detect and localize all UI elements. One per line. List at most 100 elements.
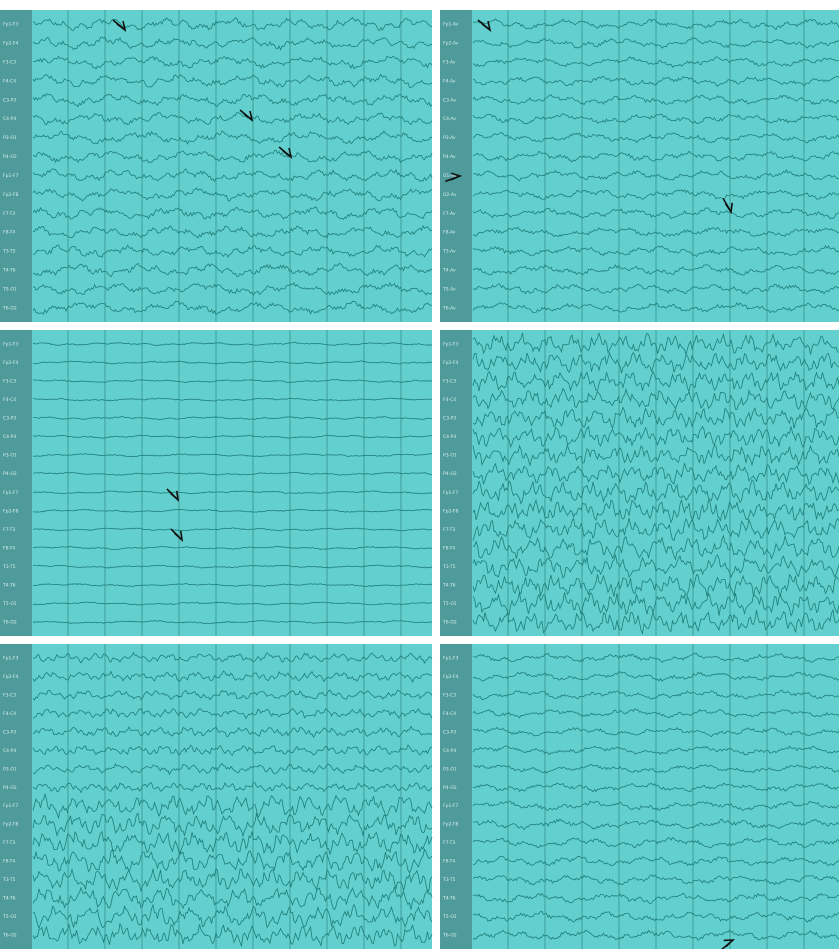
channel-label: T5-Av [442,286,456,292]
channel-label: T6-Av [442,305,456,311]
channel-label: C4-Av [443,116,456,122]
channel-label: P3-O1 [3,453,17,459]
channel-label-strip [0,10,32,322]
channel-label: F8-T4 [3,545,15,551]
channel-label: P3-O1 [443,766,457,772]
channel-label: P3-O1 [3,135,17,141]
channel-label: F3-C3 [443,379,456,385]
channel-label: T6-O2 [2,305,17,311]
channel-label: T5-O1 [2,914,17,920]
channel-label: F7-T3 [443,527,455,533]
channel-label: Fp2-F8 [443,822,459,828]
channel-label-strip [440,644,472,949]
channel-label: T5-O1 [2,601,17,607]
channel-label: T3-T5 [442,877,456,883]
channel-label: T5-O1 [442,914,457,920]
channel-label-strip [0,330,32,636]
channel-label: C4-P4 [3,116,16,122]
channel-label: F4-Av [443,78,456,84]
channel-label: O2-Av [443,192,457,198]
channel-label: P4-O2 [3,154,17,160]
channel-label: C3-Av [443,97,456,103]
channel-label: Fp1-F3 [3,341,19,347]
channel-label: C4-P4 [443,748,456,754]
channel-label: Fp1-F3 [443,341,459,347]
channel-label: F3-C3 [3,379,16,385]
channel-label: T6-O2 [442,620,457,626]
panel-background [440,10,839,322]
channel-label: Fp1-Av [443,22,459,28]
channel-label: T3-T5 [2,249,16,255]
channel-label: Fp2-F4 [443,674,459,680]
channel-label: Fp2-Av [443,41,459,47]
channel-label: Fp2-F8 [3,192,19,198]
channel-label: T4-T6 [2,268,16,274]
channel-label: F8-T4 [443,859,455,865]
channel-label: P4-Av [443,154,456,160]
channel-label: Fp2-F4 [3,360,19,366]
channel-label: F8-T4 [3,230,15,236]
channel-label: F8-T4 [3,859,15,865]
channel-label: C4-P4 [3,434,16,440]
channel-label: T4-T6 [442,896,456,902]
channel-label: T4-Av [442,268,456,274]
channel-label: F3-C3 [3,692,16,698]
channel-label-strip [440,330,472,636]
channel-label: F3-C3 [443,692,456,698]
eeg-figure: Fp1-F3 Fp2-F4 F3-C3 F4-C4 C3-P3 C4-P4 P3-O1 P4-… [0,0,839,949]
channel-label: F8-Av [443,230,456,236]
channel-label: P4-O2 [3,785,17,791]
channel-label: F8-T4 [443,545,455,551]
channel-label: P4-O2 [443,785,457,791]
channel-label: F3-Av [443,60,456,66]
channel-label: F4-C4 [3,78,16,84]
channel-label: C4-P4 [3,748,16,754]
channel-label: C3-P3 [443,729,456,735]
channel-label: Fp2-F8 [3,822,19,828]
channel-label: Fp2-F8 [3,508,19,514]
channel-label: Fp2-F4 [3,41,19,47]
channel-label-strip [440,10,472,322]
channel-label: Fp2-F4 [443,360,459,366]
channel-label: F4-C4 [3,397,16,403]
channel-label: T3-T5 [442,564,456,570]
channel-label: T6-O2 [442,933,457,939]
eeg-panel: Fp1-F3 Fp2-F4 F3-C3 F4-C4 C3-P3 C4-P4 P3-O1 P4-… [0,330,432,636]
eeg-panel: Fp1-F3 Fp2-F4 F3-C3 F4-C4 C3-P3 C4-P4 P3-O1 P4-… [440,644,839,949]
channel-label: T3-Av [442,249,456,255]
channel-label: C3-P3 [3,97,16,103]
channel-label: C4-P4 [443,434,456,440]
channel-label: T5-O1 [442,601,457,607]
channel-label: F7-T3 [443,840,455,846]
panel-background [440,644,839,949]
channel-label: F7-Av [443,211,456,217]
channel-label: P4-O2 [3,471,17,477]
channel-label: F7-T3 [3,211,15,217]
channel-label: F4-C4 [443,711,456,717]
channel-label: C3-P3 [3,416,16,422]
channel-label: Fp1-F3 [3,22,19,28]
channel-label: C3-P3 [443,416,456,422]
channel-label: Fp1-F3 [443,655,459,661]
channel-label: T4-T6 [2,896,16,902]
channel-label: T3-T5 [2,564,16,570]
channel-label: Fp2-F8 [443,508,459,514]
channel-label: Fp1-F3 [3,655,19,661]
channel-label: P3-O1 [3,766,17,772]
channel-label: P3-Av [443,135,456,141]
channel-label: Fp1-F7 [443,803,459,809]
eeg-panel: Fp1-F3Fp2-F4F3-C3F4-C4C3-P3C4-P4P3-O1P4-… [0,10,432,322]
channel-label: Fp1-F7 [443,490,459,496]
eeg-panel: Fp1-Av Fp2-Av F3-Av F4-Av C3-Av C4-Av P3-Av P4-… [440,10,839,322]
channel-label: F7-T3 [3,840,15,846]
channel-label: T4-T6 [2,583,16,589]
panel-background [440,330,839,636]
eeg-panel: Fp1-F3Fp2-F4F3-C3F4-C4C3-P3C4-P4P3-O1P4-… [0,644,432,949]
channel-label: T3-T5 [2,877,16,883]
channel-label: F4-C4 [443,397,456,403]
channel-label: Fp1-F7 [3,803,19,809]
eeg-panel: Fp1-F3 Fp2-F4 F3-C3 F4-C4 C3-P3 C4-P4 P3-O1 P4-… [440,330,839,636]
channel-label: P3-O1 [443,453,457,459]
channel-label: P4-O2 [443,471,457,477]
channel-label: Fp1-F7 [3,173,19,179]
